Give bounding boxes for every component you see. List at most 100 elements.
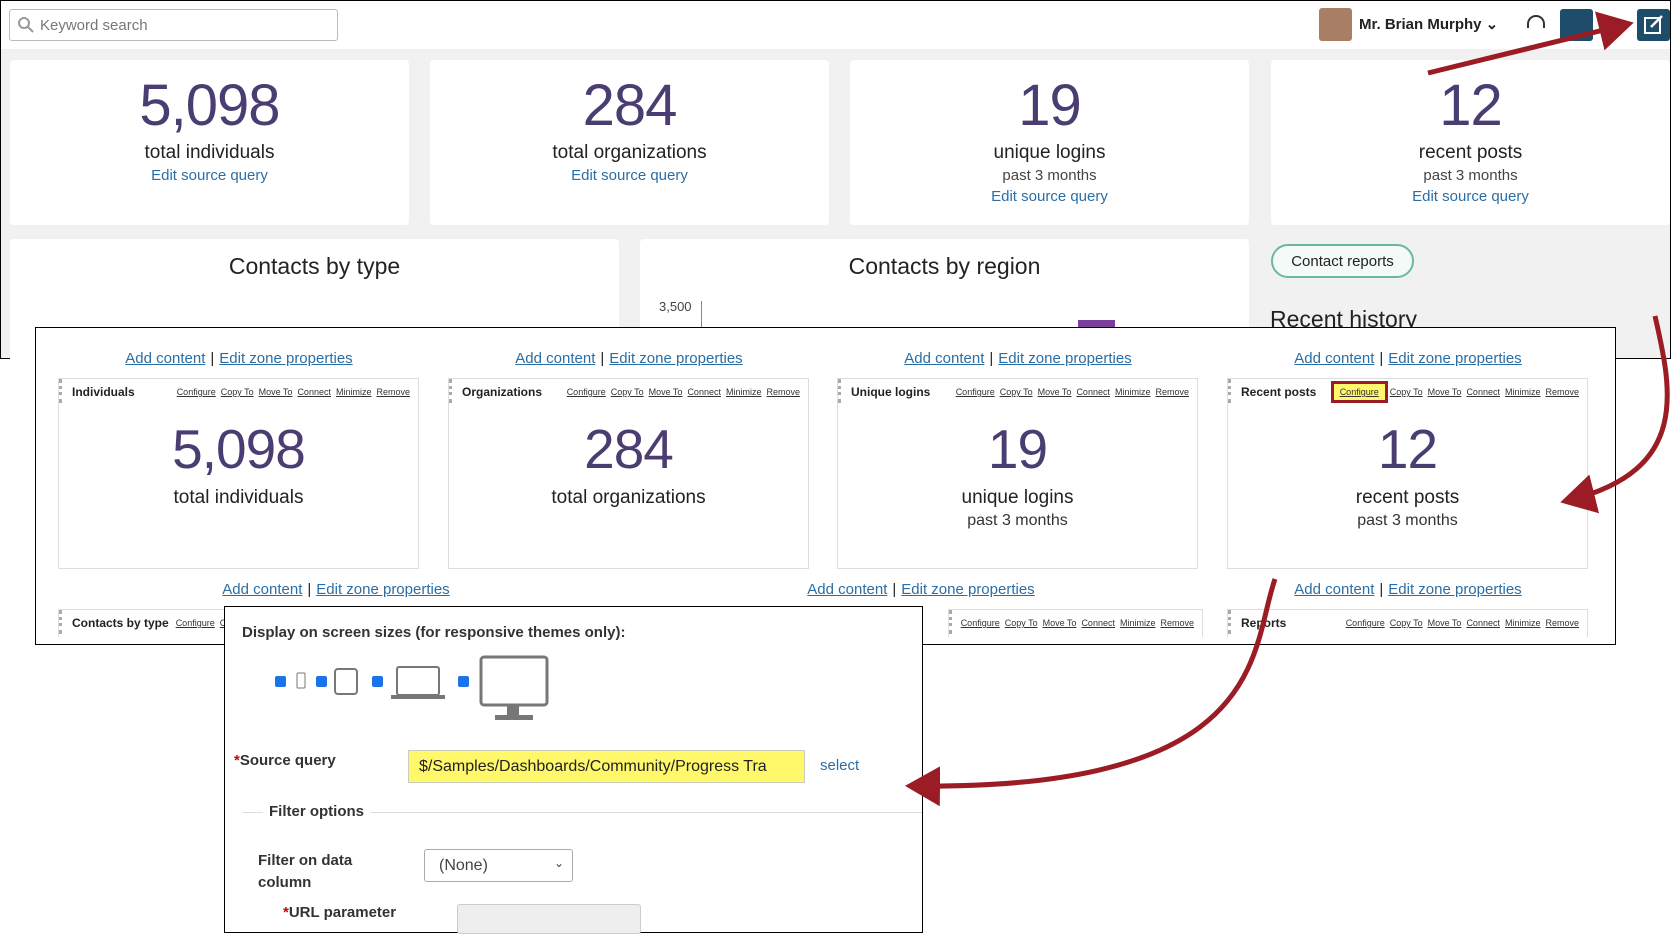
toolbar-link[interactable]: Remove	[1155, 387, 1189, 397]
toolbar-link[interactable]: Move To	[648, 387, 683, 397]
part-title: Individuals	[72, 385, 135, 399]
toolbar-link[interactable]: Configure	[176, 387, 216, 397]
toolbar-link[interactable]: Minimize	[1119, 618, 1156, 628]
zone-links: Add content | Edit zone properties	[1208, 581, 1608, 598]
add-content-link[interactable]: Add content	[807, 581, 888, 598]
field-label: *Source query	[234, 752, 336, 769]
toolbar-link[interactable]: Copy To	[1389, 618, 1423, 628]
part-title: Unique logins	[851, 385, 931, 399]
part-header: Organizations Configure Copy To Move To Conn…	[449, 379, 808, 403]
edit-source-link[interactable]: Edit source query	[991, 188, 1108, 205]
select-link[interactable]: select	[820, 757, 860, 774]
part-header: Individuals Configure Copy To Move To Connec…	[59, 379, 418, 403]
part-header: Unique logins Configure Copy To Move To Conn…	[838, 379, 1197, 403]
search-box[interactable]: Keyword search	[9, 9, 338, 41]
add-content-link[interactable]: Add content	[1294, 350, 1375, 367]
edit-zone-link[interactable]: Edit zone properties	[316, 581, 450, 598]
edit-page-button[interactable]	[1637, 9, 1670, 41]
toolbar-link[interactable]: Move To	[258, 387, 293, 397]
stat-card: 12 recent posts past 3 months Edit source q…	[1271, 60, 1670, 225]
toolbar-link[interactable]: Minimize	[1504, 387, 1541, 397]
zone-links: Add content | Edit zone properties	[721, 581, 1121, 598]
toolbar-link[interactable]: Minimize	[725, 387, 762, 397]
toolbar-link[interactable]: Connect	[1466, 387, 1500, 397]
edit-zone-link[interactable]: Edit zone properties	[998, 350, 1132, 367]
toolbar-link[interactable]: Configure	[1330, 381, 1388, 403]
toolbar-link[interactable]: Configure	[960, 618, 1000, 628]
toolbar-link[interactable]: Configure	[566, 387, 606, 397]
toolbar-link[interactable]: Remove	[1160, 618, 1194, 628]
toolbar-link[interactable]: Move To	[1427, 618, 1462, 628]
toolbar-link[interactable]: Move To	[1042, 618, 1077, 628]
add-content-link[interactable]: Add content	[904, 350, 985, 367]
part-label: total organizations	[551, 487, 706, 508]
toolbar-link[interactable]: Remove	[766, 387, 800, 397]
zone-links: Add content | Edit zone properties	[39, 350, 439, 367]
edit-zone-link[interactable]: Edit zone properties	[901, 581, 1035, 598]
part-value: 19	[987, 418, 1048, 480]
contact-reports-button[interactable]: Contact reports	[1271, 244, 1414, 278]
add-content-link[interactable]: Add content	[125, 350, 206, 367]
edit-zone-link[interactable]: Edit zone properties	[219, 350, 353, 367]
toolbar-link[interactable]: Connect	[1076, 387, 1110, 397]
toolbar-link[interactable]: Copy To	[220, 387, 254, 397]
user-name: Mr. Brian Murphy	[1359, 16, 1482, 33]
part-toolbar: Configure Copy To Move To Connect Minimize Re…	[172, 387, 410, 397]
separator: |	[210, 350, 215, 367]
edit-zone-link[interactable]: Edit zone properties	[609, 350, 743, 367]
edit-source-link[interactable]: Edit source query	[571, 167, 688, 184]
toolbar-link[interactable]: Configure	[955, 387, 995, 397]
toolbar-link[interactable]: Minimize	[335, 387, 372, 397]
toolbar-link[interactable]: Configure	[1345, 618, 1385, 628]
toolbar-link[interactable]: Connect	[1466, 618, 1500, 628]
edit-source-link[interactable]: Edit source query	[1412, 188, 1529, 205]
toolbar-link[interactable]: Copy To	[1389, 387, 1423, 397]
part-toolbar: Configure Copy To Move To Connect Minimize Re…	[951, 387, 1189, 397]
filter-column-select[interactable]: (None) ⌄	[424, 849, 573, 882]
label-text: URL parameter	[288, 904, 397, 921]
edit-zone-link[interactable]: Edit zone properties	[1388, 350, 1522, 367]
add-content-link[interactable]: Add content	[222, 581, 303, 598]
part-header: Recent posts Configure Copy To Move To Conne…	[1228, 379, 1587, 403]
screen-size-options[interactable]	[273, 655, 573, 727]
edit-zone-link[interactable]: Edit zone properties	[1388, 581, 1522, 598]
part-toolbar: Configure Copy To Move To Connect Minimize Re…	[1341, 618, 1579, 628]
avatar[interactable]	[1319, 8, 1352, 41]
dashboard-screenshot: Keyword search Mr. Brian Murphy ⌄ Contac…	[0, 0, 1671, 369]
user-menu[interactable]: Mr. Brian Murphy ⌄	[1359, 16, 1499, 33]
toolbar-link[interactable]: Connect	[297, 387, 331, 397]
stat-card: 5,098 total individuals Edit source query	[10, 60, 409, 225]
toolbar-link[interactable]: Connect	[1081, 618, 1115, 628]
toolbar-link[interactable]: Configure	[175, 618, 215, 628]
stat-card: 284 total organizations Edit source query	[430, 60, 829, 225]
add-content-link[interactable]: Add content	[1294, 581, 1375, 598]
toolbar-link[interactable]: Minimize	[1504, 618, 1541, 628]
separator: |	[989, 350, 994, 367]
toolbar-link[interactable]: Remove	[376, 387, 410, 397]
toolbar-link[interactable]: Remove	[1545, 387, 1579, 397]
zone-links: Add content | Edit zone properties	[818, 350, 1218, 367]
toolbar-link[interactable]: Copy To	[610, 387, 644, 397]
toolbar-link[interactable]: Minimize	[1114, 387, 1151, 397]
toolbar-link[interactable]: Move To	[1427, 387, 1462, 397]
panel-title: Contacts by type	[228, 253, 401, 279]
toolbar-link[interactable]: Copy To	[1004, 618, 1038, 628]
part-label: recent posts	[1355, 487, 1460, 508]
toolbar-link[interactable]: Connect	[687, 387, 721, 397]
stat-label: total individuals	[144, 142, 275, 163]
toolbar-link[interactable]: Copy To	[999, 387, 1033, 397]
web-part: Individuals Configure Copy To Move To Connec…	[58, 378, 419, 569]
arrow	[905, 578, 1278, 807]
edit-source-link[interactable]: Edit source query	[151, 167, 268, 184]
toolbar-link[interactable]: Move To	[1037, 387, 1072, 397]
source-query-input[interactable]: $/Samples/Dashboards/Community/Progress …	[408, 750, 805, 783]
add-content-link[interactable]: Add content	[515, 350, 596, 367]
label-text: Source query	[239, 752, 336, 769]
panel-title: Contacts by region	[848, 253, 1041, 279]
arrow	[1427, 11, 1634, 76]
help-icon[interactable]	[1524, 13, 1548, 37]
search-icon	[18, 17, 34, 33]
fieldset-legend: Filter options	[263, 803, 370, 820]
toolbar-link[interactable]: Remove	[1545, 618, 1579, 628]
